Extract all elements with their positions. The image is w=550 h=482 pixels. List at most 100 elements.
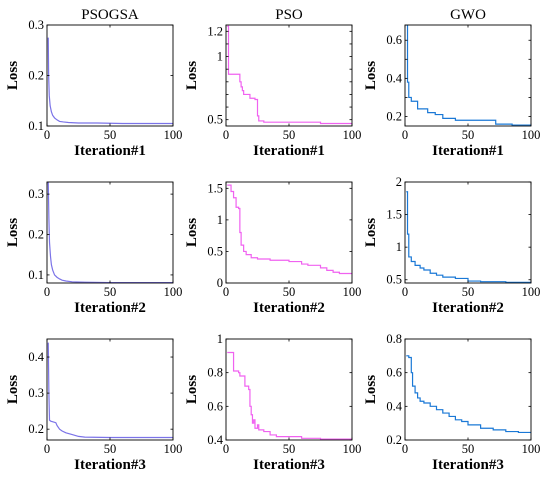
- x-tick-label: 0: [402, 442, 408, 456]
- y-tick-label: 0.3: [28, 18, 44, 32]
- x-tick-label: 50: [462, 442, 475, 456]
- loss-series-line-pso-run1: [227, 25, 352, 125]
- loss-series-line-psogsa-run1: [47, 37, 173, 125]
- x-tick-label: 100: [164, 128, 183, 142]
- x-tick-label: 50: [104, 128, 117, 142]
- plot-frame: [46, 181, 174, 284]
- y-tick-label: 0.2: [386, 433, 402, 447]
- y-tick-label: 0.4: [28, 350, 44, 364]
- y-axis-label: Loss: [184, 61, 200, 90]
- y-tick-label: 0.4: [386, 399, 402, 413]
- panel-psogsa-run1: 0 50 100 0.1 0.2 0.3 Iteration#1 Loss: [5, 18, 182, 159]
- y-tick-label: 0.5: [207, 113, 223, 127]
- panel-pso-run3: 0 50 100 0.4 0.6 0.8 1 Iteration#3 Loss: [184, 332, 361, 473]
- y-tick-label: 1.5: [207, 181, 223, 195]
- y-tick-label: 0.3: [28, 187, 44, 201]
- y-axis-label: Loss: [184, 375, 200, 404]
- x-tick-label: 50: [104, 285, 117, 299]
- loss-series-line-pso-run3: [227, 351, 352, 440]
- x-axis-label: Iteration#1: [74, 143, 146, 159]
- panel-gwo-run1: 0 50 100 0.2 0.4 0.6 Iteration#1 Loss: [363, 24, 541, 159]
- x-tick-label: 50: [283, 128, 296, 142]
- y-axis-label: Loss: [5, 218, 21, 247]
- y-tick-label: 0.6: [207, 399, 223, 413]
- y-tick-label: 0: [217, 276, 223, 290]
- y-axis-label: Loss: [184, 218, 200, 247]
- loss-series-line-gwo-run1: [406, 25, 531, 126]
- panel-gwo-run2: 0 50 100 0.5 1 1.5 2 Iteration#2 Loss: [363, 175, 540, 316]
- loss-series-line-gwo-run2: [406, 191, 531, 283]
- x-tick-label: 0: [223, 285, 229, 299]
- loss-series-line-gwo-run3: [406, 355, 531, 434]
- panel-pso-run2: 0 50 100 0 0.5 1 1.5 Iteration#2 Loss: [184, 181, 361, 316]
- column-title-pso: PSO: [275, 7, 303, 23]
- x-tick-label: 0: [44, 128, 50, 142]
- plot-frame: [46, 24, 174, 127]
- y-tick-label: 0.1: [28, 268, 44, 282]
- x-tick-label: 100: [522, 285, 541, 299]
- y-tick-label: 0.6: [386, 366, 402, 380]
- y-axis-label: Loss: [363, 375, 379, 404]
- x-axis-label: Iteration#2: [253, 300, 325, 316]
- y-tick-label: 0.5: [207, 244, 223, 258]
- x-tick-label: 0: [223, 128, 229, 142]
- y-tick-label: 0.4: [207, 433, 223, 447]
- y-tick-label: 0.4: [386, 71, 402, 85]
- x-axis-label: Iteration#3: [432, 457, 504, 473]
- y-axis-label: Loss: [5, 61, 21, 90]
- y-tick-label: 1.2: [207, 24, 223, 38]
- x-tick-label: 50: [462, 285, 475, 299]
- x-axis-label: Iteration#3: [74, 457, 146, 473]
- x-axis-label: Iteration#3: [253, 457, 325, 473]
- x-tick-label: 100: [343, 442, 362, 456]
- y-tick-label: 1: [217, 332, 223, 346]
- x-tick-label: 0: [402, 285, 408, 299]
- x-axis-label: Iteration#2: [74, 300, 146, 316]
- y-tick-label: 1: [217, 213, 223, 227]
- y-tick-label: 2: [396, 175, 402, 189]
- y-tick-label: 0.6: [386, 33, 402, 47]
- y-tick-label: 0.8: [207, 366, 223, 380]
- x-tick-label: 100: [164, 285, 183, 299]
- plot-frame: [225, 24, 353, 127]
- y-tick-label: 0.2: [28, 69, 44, 83]
- y-tick-label: 0.2: [28, 228, 44, 242]
- y-tick-label: 0.2: [28, 422, 44, 436]
- x-tick-label: 50: [283, 442, 296, 456]
- y-axis-label: Loss: [363, 61, 379, 90]
- y-tick-label: 1.5: [386, 208, 402, 222]
- x-tick-label: 100: [522, 128, 541, 142]
- x-axis-label: Iteration#1: [432, 143, 504, 159]
- y-axis-label: Loss: [5, 375, 21, 404]
- panel-psogsa-run2: 0 50 100 0.1 0.2 0.3 Iteration#2 Loss: [5, 181, 183, 316]
- x-tick-label: 50: [283, 285, 296, 299]
- y-tick-label: 0.3: [28, 386, 44, 400]
- y-tick-label: 0.8: [386, 332, 402, 346]
- x-tick-label: 100: [522, 442, 541, 456]
- plot-frame: [225, 338, 353, 441]
- plot-frame: [46, 338, 174, 441]
- y-tick-label: 0.2: [386, 109, 402, 123]
- x-tick-label: 0: [44, 442, 50, 456]
- x-tick-label: 100: [164, 442, 183, 456]
- x-tick-label: 0: [223, 442, 229, 456]
- y-tick-label: 1: [396, 240, 402, 254]
- panel-psogsa-run3: 0 50 100 0.2 0.3 0.4 Iteration#3 Loss: [5, 338, 183, 473]
- panel-gwo-run3: 0 50 100 0.2 0.4 0.6 0.8 Iteration#3 Loss: [363, 332, 540, 473]
- plot-frame: [225, 181, 353, 284]
- y-axis-label: Loss: [363, 218, 379, 247]
- column-title-psogsa: PSOGSA: [81, 7, 139, 23]
- plot-frame: [404, 24, 532, 127]
- y-tick-label: 0.1: [28, 119, 44, 133]
- x-tick-label: 50: [104, 442, 117, 456]
- x-tick-label: 50: [462, 128, 475, 142]
- y-tick-label: 1: [217, 50, 223, 64]
- x-axis-label: Iteration#1: [253, 143, 325, 159]
- x-tick-label: 100: [343, 128, 362, 142]
- panel-pso-run1: 0 50 100 0.5 1 1.2 Iteration#1 Loss: [184, 24, 361, 159]
- x-tick-label: 100: [343, 285, 362, 299]
- x-tick-label: 0: [44, 285, 50, 299]
- x-axis-label: Iteration#2: [432, 300, 504, 316]
- y-tick-label: 0.5: [386, 273, 402, 287]
